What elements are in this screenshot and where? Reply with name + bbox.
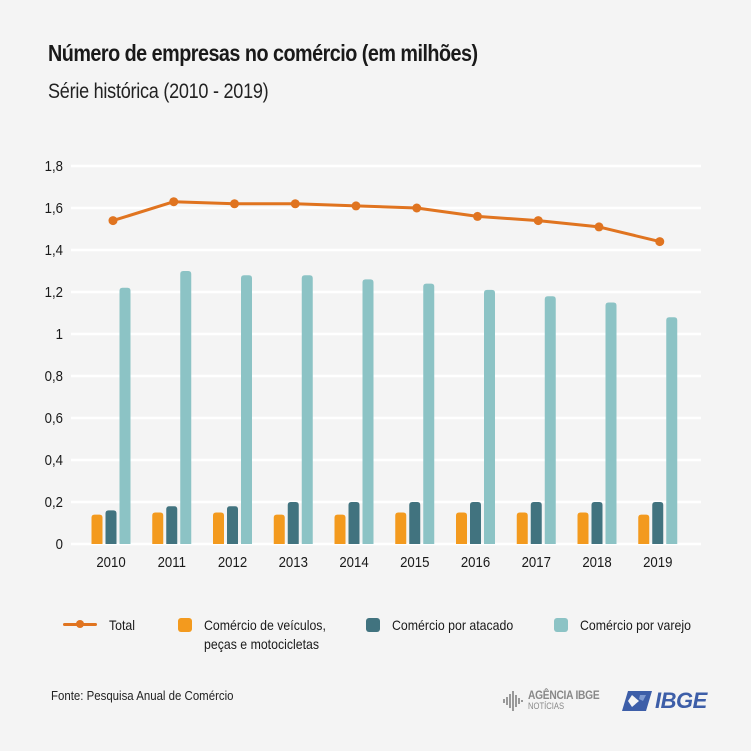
x-tick-label: 2010 (96, 553, 125, 570)
x-tick-label: 2018 (582, 553, 611, 570)
y-tick-label: 1,8 (45, 157, 63, 174)
bar-atacado-2019 (652, 502, 664, 544)
agencia-bottom-text: NOTÍCIAS (528, 701, 565, 711)
bar-varejo-2012 (241, 275, 252, 544)
y-tick-label: 1 (56, 325, 63, 342)
y-tick-label: 0,2 (45, 493, 63, 510)
agencia-ibge-logo: AGÊNCIA IBGE NOTÍCIAS (503, 688, 612, 712)
bar-motocicletas-2017 (516, 512, 528, 544)
bar-varejo-2013 (301, 275, 313, 544)
line-marker-icon (63, 616, 97, 630)
light-teal-swatch-icon (554, 618, 568, 632)
x-tick-label: 2019 (643, 553, 672, 570)
total-point-2013 (290, 199, 300, 209)
bar-motocicletas-2014 (334, 514, 346, 544)
chart-title: Número de empresas no comércio (em milhõ… (48, 40, 478, 66)
total-line (108, 197, 665, 247)
orange-swatch-icon (178, 618, 192, 632)
bar-varejo-2014 (362, 279, 374, 544)
agencia-ibge-mark-icon (503, 691, 523, 711)
bar-motocicletas-2010 (91, 514, 103, 544)
bar-varejo-2011 (180, 271, 192, 544)
total-point-2010 (108, 216, 118, 226)
bar-motocicletas-2018 (577, 512, 589, 544)
x-tick-label: 2013 (279, 553, 308, 570)
x-tick-label: 2011 (158, 553, 186, 570)
total-point-2014 (351, 201, 361, 211)
x-tick-label: 2016 (461, 553, 490, 570)
total-point-2019 (655, 237, 665, 247)
x-tick-label: 2014 (339, 553, 368, 570)
x-tick-label: 2017 (522, 553, 551, 570)
bar-varejo-2010 (119, 287, 131, 544)
bar-atacado-2018 (591, 502, 603, 544)
chart-area: 00,20,40,60,811,21,41,61,8 2010 2011 2012 2… (45, 157, 701, 570)
total-point-2016 (473, 211, 482, 221)
legend: Total Comércio de veículos, peças e moto… (0, 616, 751, 656)
legend-item-total: Total (63, 616, 139, 635)
total-point-2012 (230, 199, 239, 209)
bars (91, 271, 678, 544)
ibge-mark-icon (621, 691, 652, 711)
y-tick-label: 1,2 (45, 283, 63, 300)
bar-varejo-2017 (544, 296, 556, 544)
legend-label: Total (109, 617, 136, 633)
logos: AGÊNCIA IBGE NOTÍCIAS IBGE (503, 688, 707, 714)
legend-label: Comércio por varejo (580, 617, 691, 633)
legend-item-atacado: Comércio por atacado (366, 616, 530, 635)
legend-label: Comércio por atacado (392, 617, 514, 633)
ibge-logo: IBGE (621, 688, 707, 714)
total-point-2018 (594, 222, 604, 232)
bar-motocicletas-2011 (152, 512, 164, 544)
chart-subtitle: Série histórica (2010 - 2019) (48, 80, 269, 103)
total-point-2011 (169, 197, 179, 207)
legend-item-veiculos: Comércio de veículos, peças e motociclet… (178, 616, 343, 654)
ibge-text: IBGE (654, 688, 707, 713)
bar-varejo-2016 (484, 289, 495, 544)
y-tick-label: 0,6 (45, 409, 63, 426)
x-tick-label: 2012 (218, 553, 247, 570)
bar-atacado-2016 (470, 502, 481, 544)
bar-motocicletas-2019 (638, 514, 650, 544)
y-tick-label: 0 (56, 535, 63, 552)
legend-item-varejo: Comércio por varejo (554, 616, 706, 635)
y-axis-ticks: 0 0,2 0,4 0,6 0,8 1 1,2 1,4 1,6 1,8 (45, 157, 63, 552)
bar-varejo-2018 (605, 302, 617, 544)
agencia-top-text: AGÊNCIA IBGE (528, 688, 600, 702)
bar-motocicletas-2015 (395, 512, 407, 544)
total-point-2015 (412, 203, 422, 213)
bar-atacado-2012 (227, 506, 238, 544)
y-tick-label: 0,8 (45, 367, 63, 384)
bar-atacado-2015 (409, 502, 421, 544)
total-line-path (112, 200, 661, 244)
dark-teal-swatch-icon (366, 618, 380, 632)
source-note: Fonte: Pesquisa Anual de Comércio (51, 688, 234, 703)
x-axis-ticks: 2010 2011 2012 2013 2014 2015 2016 2017 2018 2019 (96, 553, 672, 570)
legend-label-line1: Comércio de veículos, (204, 617, 326, 633)
bar-varejo-2015 (423, 283, 435, 544)
bar-atacado-2013 (287, 502, 299, 544)
bar-atacado-2011 (166, 506, 178, 544)
y-tick-label: 1,6 (45, 199, 63, 216)
x-tick-label: 2015 (400, 553, 429, 570)
bar-atacado-2010 (105, 510, 117, 544)
bar-varejo-2019 (666, 317, 678, 544)
bar-motocicletas-2013 (273, 514, 285, 544)
bar-atacado-2014 (348, 502, 360, 544)
total-point-2017 (533, 216, 543, 226)
bar-motocicletas-2016 (456, 512, 467, 544)
bar-atacado-2017 (530, 502, 542, 544)
bar-motocicletas-2012 (213, 512, 224, 544)
legend-label-line2: peças e motocicletas (204, 636, 320, 652)
y-tick-label: 1,4 (45, 241, 63, 258)
y-tick-label: 0,4 (45, 451, 63, 468)
